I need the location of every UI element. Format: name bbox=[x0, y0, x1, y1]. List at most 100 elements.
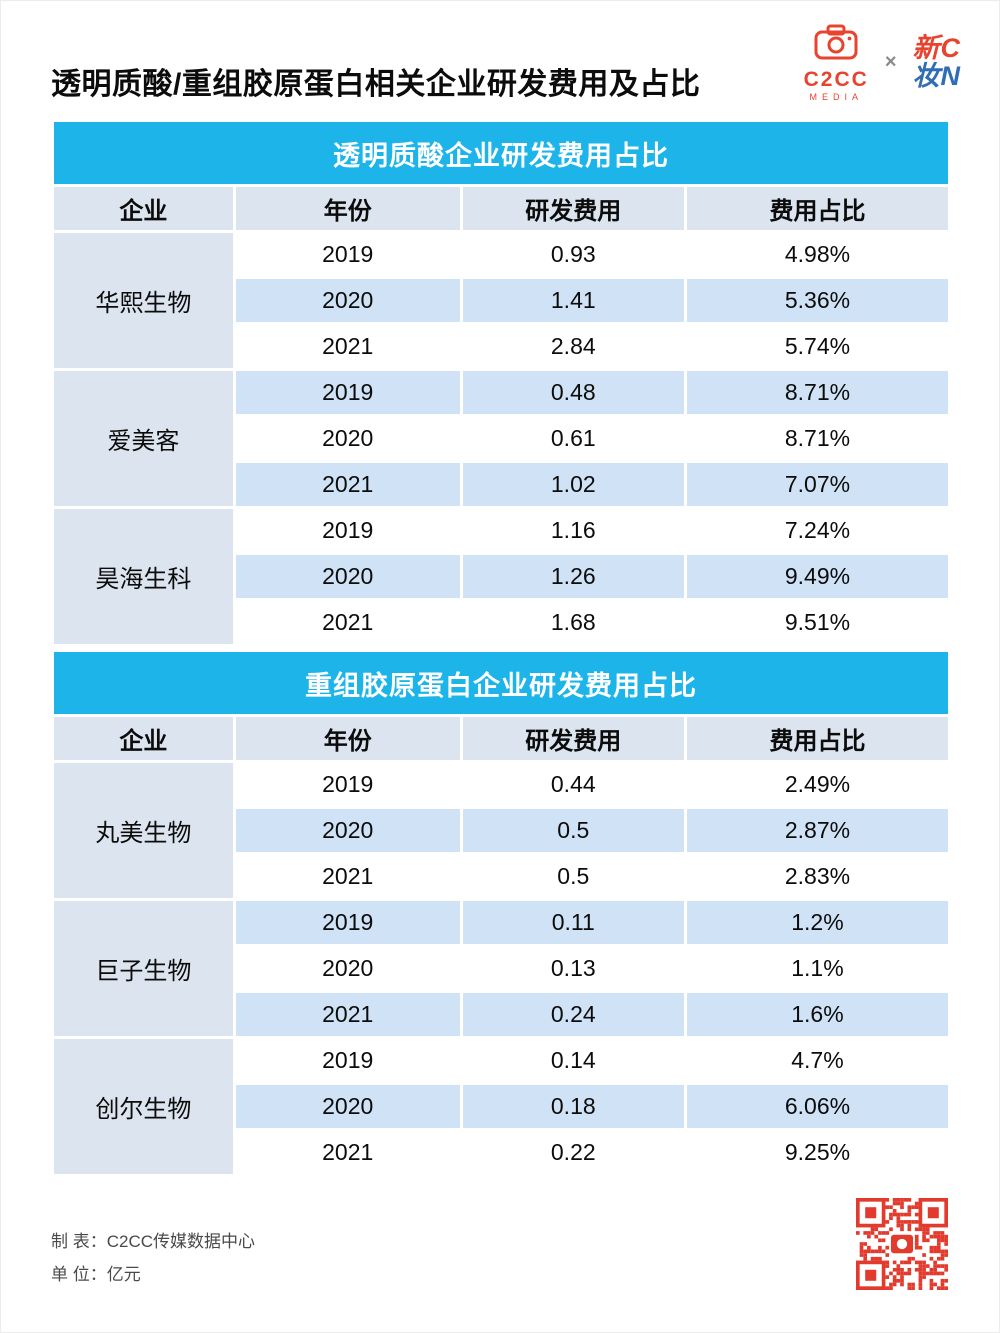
table-row: 2021 2.84 5.74% bbox=[54, 325, 948, 368]
company-cell: 华熙生物 bbox=[54, 233, 233, 368]
year-cell: 2019 bbox=[235, 509, 460, 552]
year-cell: 2020 bbox=[235, 555, 460, 598]
xinzhuang-logo-line2: 妆N bbox=[912, 60, 961, 91]
table-row: 2020 0.5 2.87% bbox=[54, 809, 948, 852]
xinzhuang-logo-line1: 新C bbox=[912, 32, 961, 63]
table-row: 昊海生科 2019 1.16 7.24% bbox=[54, 509, 948, 644]
company-cell: 创尔生物 bbox=[54, 1039, 233, 1174]
expense-cell: 0.13 bbox=[462, 947, 684, 990]
ratio-cell: 2.83% bbox=[686, 855, 948, 898]
cross-separator: × bbox=[884, 51, 897, 73]
unit-label: 单 位：亿元 bbox=[51, 1264, 141, 1284]
expense-cell: 0.22 bbox=[462, 1131, 684, 1174]
expense-cell: 0.5 bbox=[462, 855, 684, 898]
expense-cell: 1.41 bbox=[462, 279, 684, 322]
research-table-1: 透明质酸企业研发费用占比 企业 年份 研发费用 费用占比 华熙生物 2019 0.93 4.98… bbox=[51, 119, 951, 647]
ratio-cell: 7.07% bbox=[686, 463, 948, 506]
table-row: 创尔生物 2019 0.14 4.7% bbox=[54, 1039, 948, 1174]
table-row: 2020 0.18 6.06% bbox=[54, 1085, 948, 1128]
ratio-cell: 4.7% bbox=[686, 1039, 948, 1082]
footer: 制 表：C2CC传媒数据中心 单 位：亿元 bbox=[1, 1179, 999, 1291]
ratio-cell: 1.6% bbox=[686, 993, 948, 1036]
column-header-3: 费用占比 bbox=[686, 717, 948, 760]
table-row: 2020 1.26 9.49% bbox=[54, 555, 948, 598]
made-by-label: 制 表：C2CC传媒数据中心 bbox=[51, 1231, 256, 1251]
expense-cell: 1.68 bbox=[462, 601, 684, 644]
ratio-cell: 1.2% bbox=[686, 901, 948, 944]
year-cell: 2020 bbox=[235, 1085, 460, 1128]
expense-cell: 0.44 bbox=[462, 763, 684, 806]
research-table-2: 重组胶原蛋白企业研发费用占比 企业 年份 研发费用 费用占比 丸美生物 2019 0.44 2.… bbox=[51, 649, 951, 1177]
company-cell: 昊海生科 bbox=[54, 509, 233, 644]
company-cell: 巨子生物 bbox=[54, 901, 233, 1036]
table-row: 华熙生物 2019 0.93 4.98% bbox=[54, 233, 948, 368]
column-header-0: 企业 bbox=[54, 187, 233, 230]
expense-cell: 0.24 bbox=[462, 993, 684, 1036]
expense-cell: 0.11 bbox=[462, 901, 684, 944]
year-cell: 2021 bbox=[235, 463, 460, 506]
table-band-title: 重组胶原蛋白企业研发费用占比 bbox=[54, 652, 948, 714]
ratio-cell: 2.49% bbox=[686, 763, 948, 806]
year-cell: 2019 bbox=[235, 763, 460, 806]
column-header-1: 年份 bbox=[235, 717, 460, 760]
xinzhuang-logo: 新C 妆N bbox=[912, 32, 962, 91]
year-cell: 2021 bbox=[235, 993, 460, 1036]
ratio-cell: 8.71% bbox=[686, 417, 948, 460]
table-row: 2020 0.61 8.71% bbox=[54, 417, 948, 460]
table-row: 2020 0.13 1.1% bbox=[54, 947, 948, 990]
column-header-row: 企业 年份 研发费用 费用占比 bbox=[54, 717, 948, 760]
year-cell: 2021 bbox=[235, 601, 460, 644]
expense-cell: 0.18 bbox=[462, 1085, 684, 1128]
table-row: 爱美客 2019 0.48 8.71% bbox=[54, 371, 948, 506]
column-header-row: 企业 年份 研发费用 费用占比 bbox=[54, 187, 948, 230]
ratio-cell: 9.25% bbox=[686, 1131, 948, 1174]
year-cell: 2020 bbox=[235, 417, 460, 460]
ratio-cell: 7.24% bbox=[686, 509, 948, 552]
table-row: 2021 0.5 2.83% bbox=[54, 855, 948, 898]
expense-cell: 0.14 bbox=[462, 1039, 684, 1082]
year-cell: 2021 bbox=[235, 325, 460, 368]
ratio-cell: 5.74% bbox=[686, 325, 948, 368]
column-header-2: 研发费用 bbox=[462, 717, 684, 760]
table-band-title: 透明质酸企业研发费用占比 bbox=[54, 122, 948, 184]
c2cc-media-label: MEDIA bbox=[809, 92, 863, 102]
ratio-cell: 9.49% bbox=[686, 555, 948, 598]
column-header-1: 年份 bbox=[235, 187, 460, 230]
camera-icon bbox=[813, 23, 859, 65]
company-cell: 爱美客 bbox=[54, 371, 233, 506]
expense-cell: 1.16 bbox=[462, 509, 684, 552]
expense-cell: 0.48 bbox=[462, 371, 684, 414]
expense-cell: 2.84 bbox=[462, 325, 684, 368]
ratio-cell: 9.51% bbox=[686, 601, 948, 644]
ratio-cell: 1.1% bbox=[686, 947, 948, 990]
year-cell: 2019 bbox=[235, 1039, 460, 1082]
tables-container: 透明质酸企业研发费用占比 企业 年份 研发费用 费用占比 华熙生物 2019 0.93 4.98… bbox=[1, 119, 999, 1177]
year-cell: 2019 bbox=[235, 233, 460, 276]
ratio-cell: 2.87% bbox=[686, 809, 948, 852]
ratio-cell: 6.06% bbox=[686, 1085, 948, 1128]
column-header-2: 研发费用 bbox=[462, 187, 684, 230]
year-cell: 2019 bbox=[235, 371, 460, 414]
table-row: 2020 1.41 5.36% bbox=[54, 279, 948, 322]
year-cell: 2021 bbox=[235, 855, 460, 898]
ratio-cell: 5.36% bbox=[686, 279, 948, 322]
company-cell: 丸美生物 bbox=[54, 763, 233, 898]
year-cell: 2021 bbox=[235, 1131, 460, 1174]
ratio-cell: 4.98% bbox=[686, 233, 948, 276]
column-header-3: 费用占比 bbox=[686, 187, 948, 230]
table-row: 巨子生物 2019 0.11 1.2% bbox=[54, 901, 948, 1036]
c2cc-logo: C2CC MEDIA bbox=[804, 23, 869, 102]
brand-logos: C2CC MEDIA × 新C 妆N bbox=[804, 23, 961, 102]
expense-cell: 1.26 bbox=[462, 555, 684, 598]
table-row: 丸美生物 2019 0.44 2.49% bbox=[54, 763, 948, 898]
column-header-0: 企业 bbox=[54, 717, 233, 760]
year-cell: 2020 bbox=[235, 279, 460, 322]
expense-cell: 0.93 bbox=[462, 233, 684, 276]
ratio-cell: 8.71% bbox=[686, 371, 948, 414]
year-cell: 2019 bbox=[235, 901, 460, 944]
table-row: 2021 0.24 1.6% bbox=[54, 993, 948, 1036]
table-row: 2021 1.68 9.51% bbox=[54, 601, 948, 644]
expense-cell: 0.61 bbox=[462, 417, 684, 460]
year-cell: 2020 bbox=[235, 809, 460, 852]
